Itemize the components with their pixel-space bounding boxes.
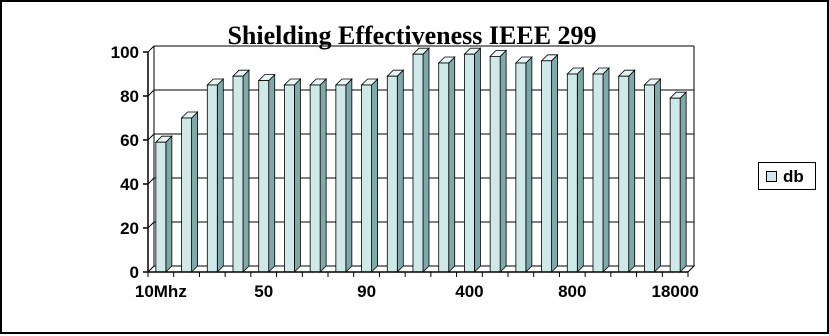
y-tick-label: 40 [120,175,139,194]
bar [258,80,270,273]
grid-side-line [147,133,155,141]
bar [618,75,630,273]
bar [284,84,295,273]
y-tick-label: 100 [111,43,139,62]
bar [541,60,552,273]
bar [515,62,527,273]
bar [155,141,167,273]
bar [386,75,398,273]
y-tick-label: 20 [120,219,139,238]
bar-side [191,111,198,273]
bar-side [371,78,378,273]
bar [464,53,475,273]
bar-side [396,69,404,273]
bar-side [165,135,173,273]
bar [592,73,604,273]
bar [232,75,244,273]
grid-side-line [147,221,155,229]
bar [438,62,450,273]
bar-side [525,56,533,273]
bar [566,73,578,273]
bar-side [499,49,507,273]
y-tick-label: 0 [130,263,139,282]
bar [206,84,218,273]
bar [489,56,501,273]
bar [181,117,192,273]
bar-side [345,78,353,273]
bar-side [319,78,327,273]
bar [669,97,681,273]
x-tick-label: 50 [254,282,273,301]
bar-side [628,69,636,273]
legend-label: db [783,166,804,186]
grid-side-line [147,45,155,53]
grid-side-line [147,177,155,185]
y-tick-label: 80 [120,87,139,106]
x-tick-label: 800 [558,282,586,301]
bar [361,84,372,273]
bar-side [242,69,250,273]
bar-side [551,53,558,273]
bar-side [448,56,456,273]
bar-side [602,67,610,273]
legend-swatch [766,170,777,182]
bar-side [422,47,430,273]
bar [335,84,347,273]
x-tick-label: 90 [357,282,376,301]
bar-side [576,67,584,273]
bar [644,84,655,273]
bar [309,84,321,273]
bar-side [679,91,687,273]
bar-side [268,73,276,273]
bar-side [654,78,661,273]
x-tick-label: 10Mhz [135,282,187,301]
x-tick-label: 18000 [652,282,699,301]
bar [412,53,424,273]
chart-title: Shielding Effectiveness IEEE 299 [227,21,597,50]
y-tick-label: 60 [120,131,139,150]
bar-side [294,78,301,273]
x-tick-label: 400 [455,282,483,301]
bar-side [216,78,224,273]
bar-side [474,47,481,273]
legend: db [758,162,816,190]
grid-side-line [147,89,155,97]
